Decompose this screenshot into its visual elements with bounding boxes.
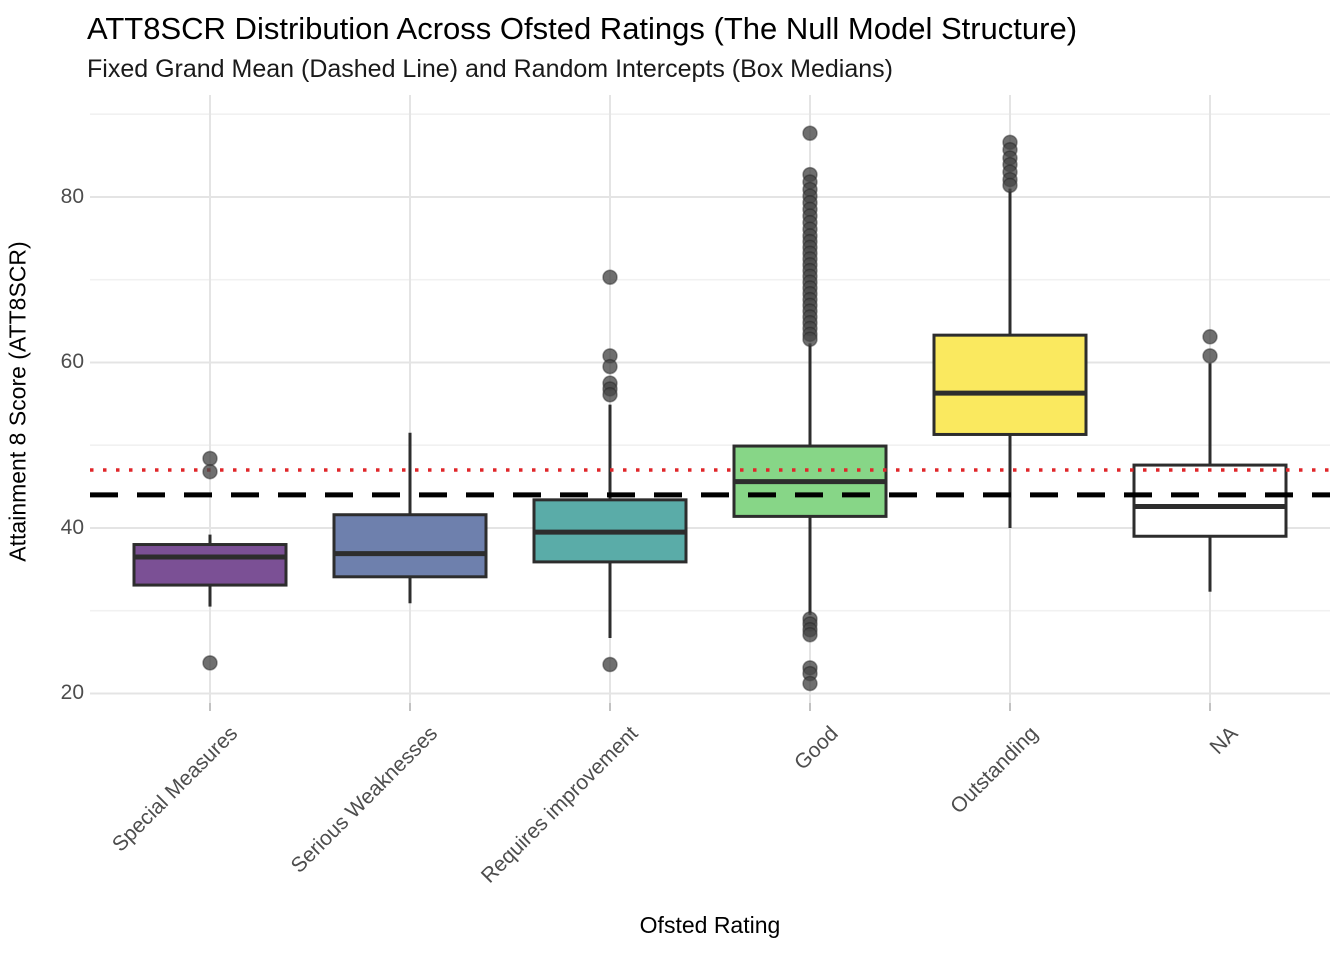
y-tick-label-80: 80 [60, 184, 84, 208]
outlier-special-measures [202, 450, 218, 467]
outlier-special-measures [202, 655, 218, 671]
box-special-measures [132, 543, 288, 587]
y-tick-label-20: 20 [60, 681, 84, 705]
x-axis-title: Ofsted Rating [639, 912, 781, 938]
outlier-special-measures [202, 463, 218, 480]
outlier-outstanding [1002, 177, 1018, 194]
outlier-requires-improvement [602, 656, 618, 673]
outlier-good [802, 675, 818, 692]
box-outstanding [932, 333, 1088, 436]
outlier-good [802, 626, 818, 643]
outlier-requires-improvement [602, 386, 618, 403]
outlier-good [802, 125, 818, 141]
outlier-requires-improvement [602, 358, 618, 375]
y-tick-label-40: 40 [60, 515, 84, 539]
outlier-na [1202, 329, 1218, 345]
box-na [1132, 463, 1288, 538]
chart-title: ATT8SCR Distribution Across Ofsted Ratin… [87, 11, 1078, 46]
outlier-na [1202, 348, 1218, 364]
chart-subtitle: Fixed Grand Mean (Dashed Line) and Rando… [87, 55, 893, 83]
outlier-requires-improvement [602, 269, 618, 285]
outlier-good [802, 331, 818, 348]
box-serious-weaknesses [332, 513, 488, 579]
y-tick-label-60: 60 [60, 350, 84, 374]
